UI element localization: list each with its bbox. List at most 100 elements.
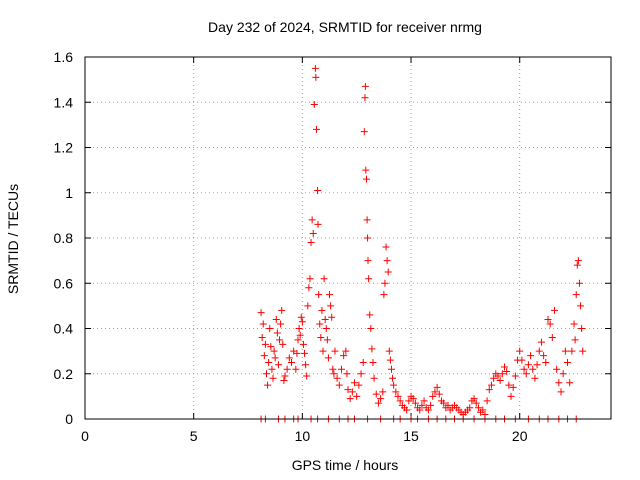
data-point	[307, 239, 315, 247]
data-point	[568, 347, 576, 355]
data-point	[496, 377, 504, 385]
data-point	[351, 379, 359, 387]
data-point	[296, 331, 304, 339]
data-point	[416, 406, 424, 414]
data-point	[564, 358, 572, 366]
data-point	[271, 354, 279, 362]
data-point	[494, 372, 502, 380]
data-point	[490, 374, 498, 382]
data-point	[295, 325, 303, 332]
data-point	[485, 386, 493, 394]
data-point	[264, 381, 272, 389]
data-point	[327, 302, 335, 310]
chart-title: Day 232 of 2024, SRMTID for receiver nrm…	[208, 19, 482, 35]
data-point	[370, 374, 378, 382]
data-point	[340, 352, 348, 360]
data-point	[573, 261, 581, 269]
data-point	[561, 347, 569, 355]
data-point	[303, 372, 311, 380]
data-point	[362, 166, 370, 174]
data-point	[293, 349, 301, 357]
data-point	[301, 349, 309, 357]
data-point	[335, 381, 343, 389]
axis-ticks	[84, 56, 611, 420]
data-point	[315, 291, 323, 299]
data-point	[498, 370, 506, 378]
data-point	[440, 399, 448, 407]
data-point	[261, 340, 269, 348]
data-point	[403, 406, 411, 414]
data-point	[380, 291, 388, 299]
data-point	[317, 334, 325, 342]
data-points	[257, 64, 587, 423]
data-point	[466, 404, 474, 412]
data-point	[362, 175, 370, 183]
data-point	[384, 268, 392, 276]
data-point	[537, 338, 545, 346]
data-point	[330, 370, 338, 378]
data-point	[270, 347, 278, 355]
data-point	[566, 379, 574, 387]
data-point	[272, 315, 280, 323]
data-point	[285, 354, 293, 362]
data-point	[273, 329, 281, 337]
data-point	[326, 291, 334, 299]
data-point	[527, 352, 535, 360]
data-point	[429, 392, 437, 400]
data-point	[548, 334, 556, 342]
data-point	[277, 320, 285, 328]
data-point	[390, 381, 398, 389]
data-point	[258, 334, 266, 342]
data-point	[346, 395, 354, 403]
y-tick-label: 0.6	[54, 275, 74, 291]
data-point	[274, 361, 282, 369]
data-point	[570, 320, 578, 328]
data-point	[396, 397, 404, 405]
data-point	[344, 386, 352, 394]
data-point	[309, 229, 317, 237]
data-point	[365, 275, 373, 283]
data-point	[312, 73, 320, 81]
data-point	[320, 275, 328, 283]
data-point	[268, 365, 276, 373]
data-point	[302, 361, 310, 369]
data-point	[304, 302, 312, 310]
data-point	[385, 347, 393, 355]
data-point	[522, 370, 530, 378]
y-tick-label: 0	[65, 411, 73, 427]
y-tick-label: 0.8	[54, 230, 74, 246]
y-tick-label: 1.2	[54, 140, 74, 156]
data-point	[280, 377, 288, 385]
data-point	[314, 220, 322, 228]
data-point	[348, 388, 356, 396]
data-point	[305, 284, 313, 292]
data-point	[360, 128, 368, 136]
data-point	[279, 340, 287, 348]
data-point	[503, 367, 511, 375]
data-point	[363, 216, 371, 224]
data-point	[312, 125, 320, 133]
data-point	[276, 336, 284, 344]
data-point	[361, 94, 369, 102]
data-point	[507, 392, 515, 400]
data-point	[377, 395, 385, 403]
data-point	[310, 101, 318, 109]
data-point	[544, 315, 552, 323]
data-point	[524, 361, 532, 369]
data-point	[520, 365, 528, 373]
data-point	[409, 395, 417, 403]
data-point	[287, 358, 295, 366]
data-point	[392, 388, 400, 396]
x-tick-label: 20	[512, 428, 528, 444]
data-point	[323, 336, 331, 344]
data-point	[343, 370, 351, 378]
y-tick-label: 1.6	[54, 49, 74, 65]
data-point	[314, 186, 322, 194]
data-point	[431, 388, 439, 396]
y-tick-label: 1.4	[54, 94, 74, 110]
data-point	[324, 354, 332, 362]
data-point	[372, 390, 380, 398]
data-point	[509, 383, 517, 391]
data-point	[511, 372, 519, 380]
